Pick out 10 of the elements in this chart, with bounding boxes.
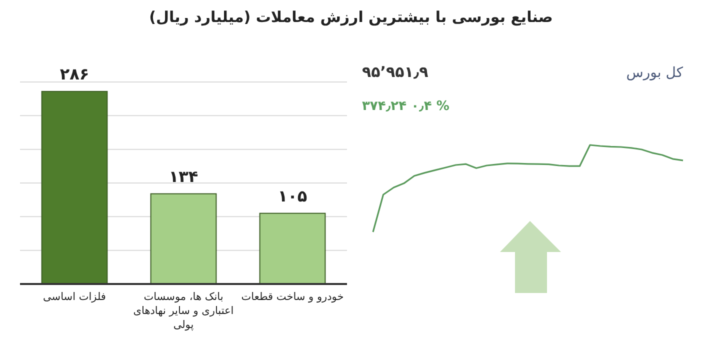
x-tick-label: بانک ها، موسسات اعتباری و سایر نهادهای پولی bbox=[133, 291, 234, 331]
data-label: ۱۰۵ bbox=[278, 186, 308, 206]
text: ۳۷۴٫۲۴ ۰٫۴ % bbox=[362, 99, 450, 114]
text: ۹۵٬۹۵۱٫۹ bbox=[362, 63, 428, 81]
data-label: ۱۳۴ bbox=[168, 166, 198, 186]
chart-title: کل بورس bbox=[626, 65, 684, 81]
data-label: ۲۸۶ bbox=[60, 64, 90, 84]
x-tick-label: خودرو و ساخت قطعات bbox=[241, 291, 344, 303]
chart-title: صنایع بورسی با بیشترین ارزش معاملات (میلیارد ریال) bbox=[149, 8, 553, 26]
x-tick-label: فلزات اساسی bbox=[43, 291, 106, 303]
